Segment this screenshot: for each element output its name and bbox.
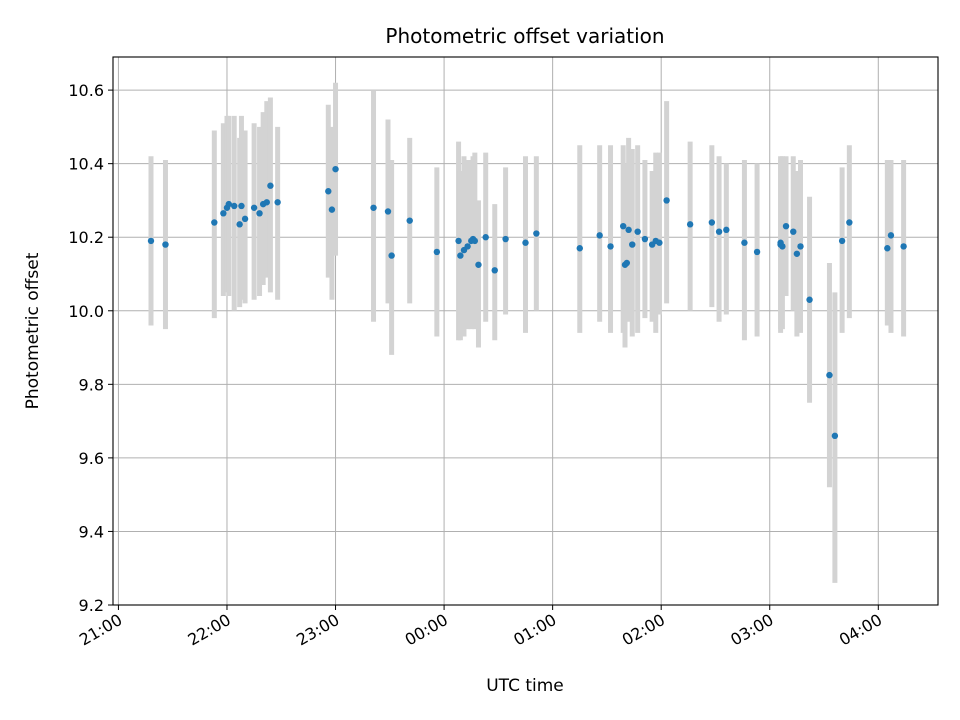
data-point — [433, 248, 441, 256]
data-point — [900, 243, 907, 250]
data-point — [576, 245, 583, 252]
data-point — [641, 235, 649, 243]
data-point — [884, 245, 891, 252]
data-point — [236, 221, 243, 228]
data-point — [846, 219, 853, 226]
data-point — [708, 219, 716, 226]
data-point — [826, 371, 833, 379]
data-point — [274, 199, 281, 206]
data-point — [384, 208, 392, 215]
y-tick-label: 9.8 — [79, 375, 104, 394]
y-tick-label: 9.4 — [79, 522, 104, 541]
data-point — [838, 237, 846, 245]
data-point — [325, 188, 332, 195]
data-point — [663, 197, 670, 204]
data-point — [455, 237, 462, 245]
data-point — [533, 230, 540, 237]
data-point — [147, 237, 155, 245]
data-point — [406, 217, 413, 224]
y-tick-label: 10.2 — [68, 228, 104, 247]
data-point — [332, 165, 339, 173]
y-tick-label: 9.2 — [79, 596, 104, 615]
y-tick-label: 10.4 — [68, 155, 104, 174]
data-point — [782, 222, 790, 230]
data-point — [241, 215, 249, 223]
data-point — [211, 219, 218, 226]
data-point — [267, 182, 274, 189]
data-point — [328, 206, 336, 213]
y-tick-label: 9.6 — [79, 449, 104, 468]
data-point — [715, 228, 723, 235]
data-point — [238, 202, 245, 210]
data-point — [741, 239, 748, 246]
data-point — [250, 204, 258, 211]
y-axis: 9.2 9.4 9.6 9.8 10.0 10.2 10.4 10.6 — [68, 81, 113, 615]
data-point — [686, 221, 694, 228]
y-axis-label: Photometric offset — [23, 252, 43, 409]
data-point — [753, 248, 761, 256]
data-point — [162, 241, 169, 248]
data-point — [806, 296, 813, 303]
data-point — [625, 226, 632, 234]
data-point — [887, 232, 895, 239]
y-tick-label: 10.6 — [68, 81, 104, 100]
data-point — [256, 210, 263, 217]
x-axis-label: UTC time — [486, 676, 564, 696]
data-point — [263, 199, 270, 206]
data-point — [475, 261, 482, 268]
data-point — [723, 226, 730, 234]
data-point — [831, 432, 839, 440]
data-point — [596, 232, 603, 239]
y-tick-label: 10.0 — [68, 302, 104, 321]
data-point — [457, 252, 464, 259]
data-point — [370, 204, 377, 211]
data-point — [231, 202, 238, 210]
data-point — [797, 243, 804, 250]
data-point — [793, 250, 801, 257]
data-point — [502, 235, 509, 243]
data-point — [779, 243, 786, 250]
data-point — [220, 210, 227, 217]
data-point — [482, 234, 489, 241]
chart-title: Photometric offset variation — [385, 24, 664, 48]
plot-frame — [112, 56, 939, 606]
data-point — [388, 252, 395, 259]
data-point — [629, 241, 636, 248]
data-point — [471, 237, 479, 245]
data-point — [522, 239, 529, 246]
data-point — [491, 267, 498, 274]
data-points — [147, 165, 907, 440]
data-point — [634, 228, 641, 235]
data-point — [464, 243, 471, 250]
data-point — [790, 228, 797, 235]
data-point — [623, 259, 631, 267]
data-point — [225, 200, 232, 208]
data-point — [619, 222, 627, 230]
data-point — [656, 239, 663, 246]
data-point — [607, 243, 614, 250]
